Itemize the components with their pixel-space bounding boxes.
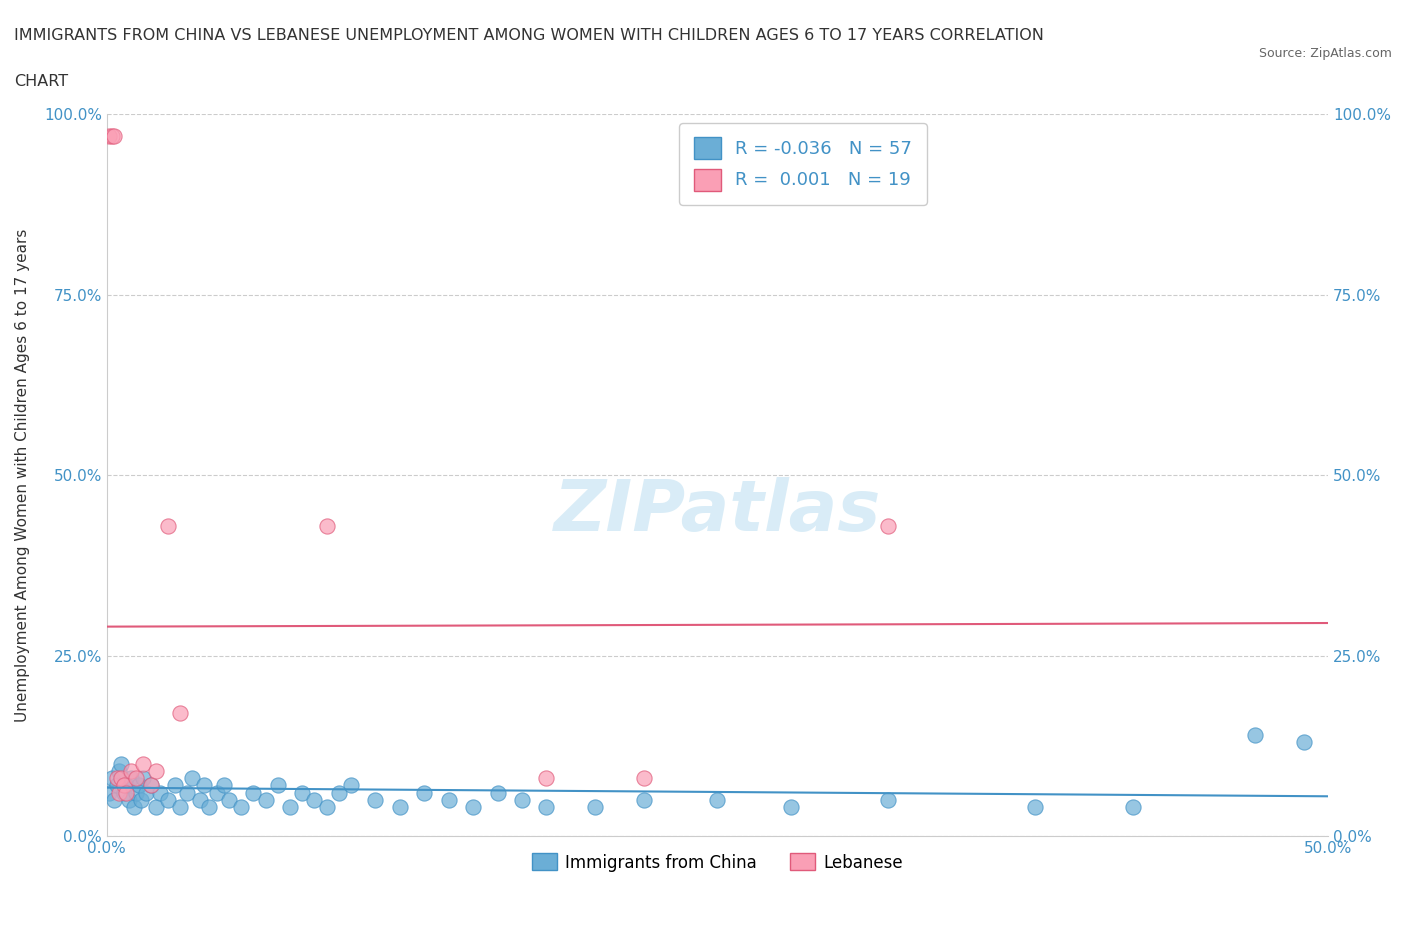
- Point: [115, 785, 138, 800]
- Point: [267, 778, 290, 793]
- Point: [510, 792, 533, 807]
- Point: [315, 518, 337, 533]
- Point: [125, 771, 148, 786]
- Point: [110, 771, 132, 786]
- Point: [193, 778, 215, 793]
- Point: [291, 785, 314, 800]
- Point: [254, 792, 277, 807]
- Point: [1122, 800, 1144, 815]
- Point: [633, 792, 655, 807]
- Point: [181, 771, 204, 786]
- Point: [205, 785, 228, 800]
- Point: [135, 785, 157, 800]
- Point: [388, 800, 411, 815]
- Point: [536, 800, 558, 815]
- Point: [115, 778, 138, 793]
- Point: [110, 756, 132, 771]
- Point: [156, 518, 179, 533]
- Point: [98, 128, 121, 143]
- Point: [779, 800, 801, 815]
- Point: [229, 800, 252, 815]
- Point: [364, 792, 387, 807]
- Point: [122, 800, 145, 815]
- Text: CHART: CHART: [14, 74, 67, 89]
- Point: [139, 778, 162, 793]
- Point: [340, 778, 363, 793]
- Point: [188, 792, 211, 807]
- Point: [463, 800, 485, 815]
- Point: [169, 800, 191, 815]
- Point: [132, 756, 155, 771]
- Point: [1024, 800, 1046, 815]
- Point: [112, 785, 135, 800]
- Point: [165, 778, 187, 793]
- Point: [486, 785, 509, 800]
- Point: [176, 785, 198, 800]
- Legend: Immigrants from China, Lebanese: Immigrants from China, Lebanese: [524, 846, 910, 878]
- Point: [129, 792, 152, 807]
- Point: [132, 771, 155, 786]
- Point: [212, 778, 235, 793]
- Point: [103, 792, 125, 807]
- Point: [218, 792, 240, 807]
- Text: ZIPatlas: ZIPatlas: [554, 476, 882, 546]
- Point: [105, 778, 128, 793]
- Text: IMMIGRANTS FROM CHINA VS LEBANESE UNEMPLOYMENT AMONG WOMEN WITH CHILDREN AGES 6 : IMMIGRANTS FROM CHINA VS LEBANESE UNEMPL…: [14, 28, 1043, 43]
- Point: [413, 785, 436, 800]
- Point: [437, 792, 460, 807]
- Point: [633, 771, 655, 786]
- Point: [108, 785, 131, 800]
- Point: [169, 706, 191, 721]
- Point: [877, 792, 900, 807]
- Point: [149, 785, 172, 800]
- Y-axis label: Unemployment Among Women with Children Ages 6 to 17 years: Unemployment Among Women with Children A…: [15, 229, 30, 722]
- Point: [278, 800, 301, 815]
- Point: [105, 771, 128, 786]
- Point: [145, 764, 167, 778]
- Point: [120, 764, 142, 778]
- Point: [145, 800, 167, 815]
- Point: [304, 792, 326, 807]
- Point: [242, 785, 264, 800]
- Point: [100, 128, 122, 143]
- Point: [112, 778, 135, 793]
- Point: [706, 792, 728, 807]
- Point: [120, 771, 142, 786]
- Point: [315, 800, 337, 815]
- Point: [108, 764, 131, 778]
- Point: [198, 800, 221, 815]
- Point: [128, 778, 150, 793]
- Point: [1244, 727, 1267, 742]
- Point: [125, 785, 148, 800]
- Point: [103, 128, 125, 143]
- Point: [1292, 735, 1315, 750]
- Point: [100, 771, 122, 786]
- Point: [98, 785, 121, 800]
- Point: [139, 778, 162, 793]
- Point: [536, 771, 558, 786]
- Point: [156, 792, 179, 807]
- Point: [583, 800, 606, 815]
- Point: [877, 518, 900, 533]
- Point: [118, 792, 141, 807]
- Text: Source: ZipAtlas.com: Source: ZipAtlas.com: [1258, 46, 1392, 60]
- Point: [328, 785, 350, 800]
